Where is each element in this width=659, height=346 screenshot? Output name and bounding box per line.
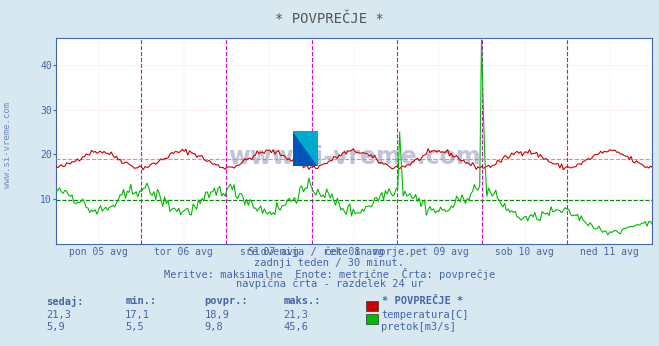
- Text: min.:: min.:: [125, 296, 156, 306]
- Text: pretok[m3/s]: pretok[m3/s]: [381, 322, 456, 333]
- Text: 9,8: 9,8: [204, 322, 223, 333]
- Text: 17,1: 17,1: [125, 310, 150, 320]
- Text: * POVPREČJE *: * POVPREČJE *: [382, 296, 463, 306]
- Text: 5,5: 5,5: [125, 322, 144, 333]
- Text: 21,3: 21,3: [283, 310, 308, 320]
- Text: Meritve: maksimalne  Enote: metrične  Črta: povprečje: Meritve: maksimalne Enote: metrične Črta…: [164, 268, 495, 280]
- Text: povpr.:: povpr.:: [204, 296, 248, 306]
- Text: zadnji teden / 30 minut.: zadnji teden / 30 minut.: [254, 258, 405, 268]
- Text: www.si-vreme.com: www.si-vreme.com: [228, 145, 480, 170]
- Text: 45,6: 45,6: [283, 322, 308, 333]
- Text: Slovenija / reke in morje.: Slovenija / reke in morje.: [248, 247, 411, 257]
- Text: * POVPREČJE *: * POVPREČJE *: [275, 12, 384, 26]
- Polygon shape: [293, 131, 318, 166]
- Text: 5,9: 5,9: [46, 322, 65, 333]
- Text: www.si-vreme.com: www.si-vreme.com: [3, 102, 13, 188]
- Text: temperatura[C]: temperatura[C]: [381, 310, 469, 320]
- Polygon shape: [293, 131, 318, 166]
- Text: 18,9: 18,9: [204, 310, 229, 320]
- Text: sedaj:: sedaj:: [46, 296, 84, 307]
- Text: 21,3: 21,3: [46, 310, 71, 320]
- Text: maks.:: maks.:: [283, 296, 321, 306]
- Text: navpična črta - razdelek 24 ur: navpična črta - razdelek 24 ur: [236, 279, 423, 289]
